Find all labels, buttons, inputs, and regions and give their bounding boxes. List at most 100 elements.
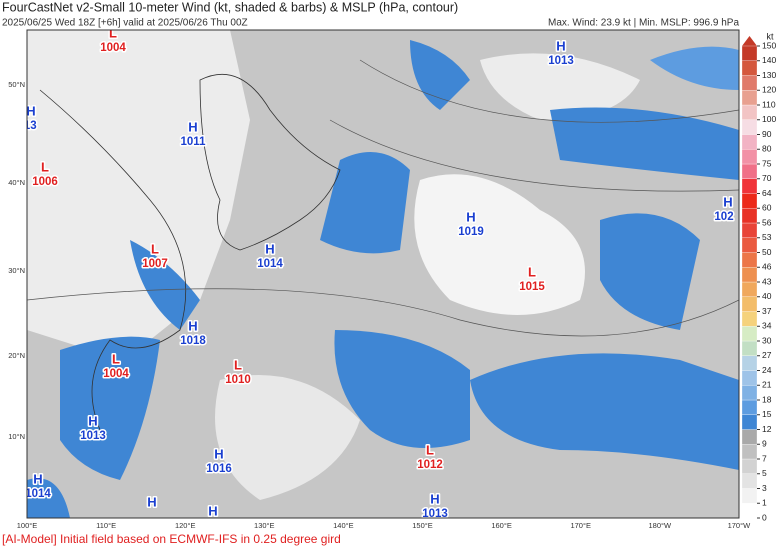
colorbar-label: 40 — [762, 291, 772, 301]
colorbar-swatch — [741, 178, 758, 194]
colorbar-label: 24 — [762, 365, 772, 375]
colorbar-label: 27 — [762, 350, 772, 360]
coastline — [199, 73, 341, 251]
colorbar-label: 70 — [762, 173, 772, 183]
center-pressure: 102 — [714, 211, 733, 223]
colorbar-label: 56 — [762, 217, 772, 227]
colorbar-swatch — [741, 149, 758, 165]
colorbar-unit: kt — [766, 31, 774, 41]
wind-band — [550, 107, 739, 180]
colorbar-label: 90 — [762, 129, 772, 139]
center-letter: L — [41, 159, 49, 174]
center-pressure: 1015 — [519, 281, 545, 293]
center-pressure: 1006 — [32, 176, 58, 188]
colorbar-label: 100 — [762, 114, 776, 124]
calm-zone — [414, 174, 585, 315]
colorbar-swatch — [741, 163, 758, 179]
colorbar-label: 3 — [762, 483, 767, 493]
colorbar-swatch — [741, 208, 758, 224]
colorbar-extend — [742, 36, 757, 46]
colorbar-label: 110 — [762, 99, 776, 109]
center-letter: L — [109, 25, 117, 40]
colorbar-label: 12 — [762, 424, 772, 434]
colorbar-swatch — [741, 458, 758, 474]
center-pressure: 1007 — [142, 258, 168, 270]
stats: Max. Wind: 23.9 kt | Min. MSLP: 996.9 hP… — [548, 18, 739, 29]
center-letter: L — [112, 351, 120, 366]
colorbar-label: 34 — [762, 321, 772, 331]
colorbar-swatch — [741, 104, 758, 120]
colorbar-swatch — [741, 90, 758, 106]
colorbar-label: 5 — [762, 468, 767, 478]
center-letter: H — [556, 38, 565, 53]
title: FourCastNet v2-Small 10-meter Wind (kt, … — [2, 0, 458, 14]
center-letter: H — [188, 318, 197, 333]
colorbar-swatch — [741, 385, 758, 401]
center-pressure: 1013 — [422, 508, 448, 520]
colorbar-swatch — [741, 326, 758, 342]
colorbar-swatch — [741, 429, 758, 445]
center-pressure: 1012 — [417, 459, 443, 471]
center-letter: H — [33, 471, 42, 486]
wind-band — [600, 213, 700, 330]
center-pressure: 1014 — [257, 258, 283, 270]
axes: 100°E 110°E 120°E 130°E 140°E 150°E 160°E 170°E… — [8, 80, 751, 530]
lat-label: 40°N — [8, 178, 25, 187]
center-letter: H — [430, 491, 439, 506]
colorbar-label: 37 — [762, 306, 772, 316]
lon-label: 180°W — [649, 521, 673, 530]
lon-label: 170°E — [570, 521, 591, 530]
center-pressure: 013 — [17, 120, 36, 132]
center-letter: H — [466, 209, 475, 224]
colorbar-swatch — [741, 503, 758, 519]
center-letter: L — [151, 241, 159, 256]
colorbar-swatch — [741, 444, 758, 460]
center-pressure: 1004 — [100, 42, 126, 54]
colorbar: kt 0 1 3 5 7 9 12 15 18 21 24 27 30 34 37 40 43 46 50 53 56 60… — [741, 31, 776, 522]
colorbar-swatch — [741, 414, 758, 430]
center-letter: H — [214, 446, 223, 461]
colorbar-label: 130 — [762, 70, 776, 80]
calm-zone — [480, 53, 640, 121]
wind-band — [130, 240, 200, 330]
colorbar-swatch — [741, 60, 758, 76]
colorbar-label: 53 — [762, 232, 772, 242]
center-pressure: 1004 — [103, 368, 129, 380]
colorbar-swatch — [741, 281, 758, 297]
calm-zone — [215, 375, 360, 500]
lon-label: 100°E — [17, 521, 38, 530]
center-letter: H — [208, 503, 217, 518]
center-pressure: 1011 — [181, 136, 207, 148]
colorbar-swatch — [741, 296, 758, 312]
wind-band — [470, 353, 739, 470]
map-area: L 1004 H 1013 H 013 H 1011 L 1006 H 102 H 1019 L 1007 H 1… — [17, 25, 739, 520]
colorbar-label: 64 — [762, 188, 772, 198]
lat-label: 10°N — [8, 432, 25, 441]
center-letter: H — [147, 494, 156, 509]
lat-label: 20°N — [8, 351, 25, 360]
colorbar-label: 21 — [762, 380, 772, 390]
center-letter: H — [88, 413, 97, 428]
colorbar-swatch — [741, 193, 758, 209]
colorbar-label: 120 — [762, 85, 776, 95]
lon-label: 120°E — [175, 521, 196, 530]
wind-band — [27, 478, 70, 518]
center-letter: H — [723, 194, 732, 209]
colorbar-swatch — [741, 473, 758, 489]
colorbar-label: 30 — [762, 335, 772, 345]
wind-band — [334, 330, 470, 448]
colorbar-label: 140 — [762, 55, 776, 65]
colorbar-swatch — [741, 252, 758, 268]
center-pressure: 1013 — [548, 55, 574, 67]
colorbar-swatch — [741, 355, 758, 371]
center-letter: L — [528, 264, 536, 279]
lon-label: 170°W — [728, 521, 752, 530]
subtitle: 2025/06/25 Wed 18Z [+6h] valid at 2025/0… — [2, 18, 248, 29]
center-pressure: 1018 — [180, 335, 206, 347]
colorbar-swatch — [741, 488, 758, 504]
colorbar-label: 80 — [762, 144, 772, 154]
colorbar-label: 43 — [762, 276, 772, 286]
isobar — [27, 59, 739, 337]
